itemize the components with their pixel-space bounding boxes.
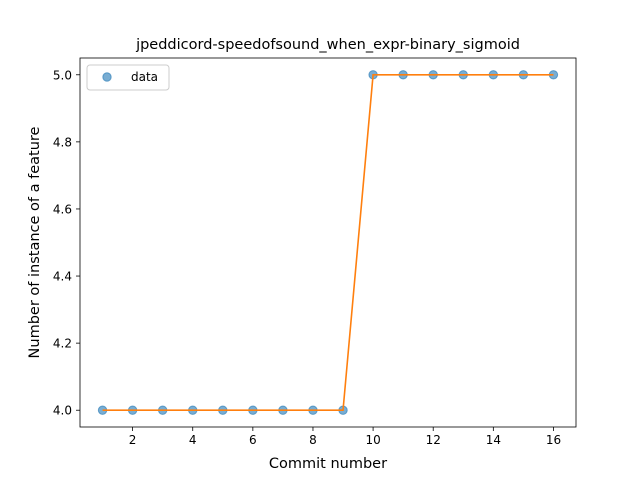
- y-tick-label: 5.0: [53, 68, 72, 82]
- plot-frame: [79, 57, 577, 428]
- x-tick-label: 10: [365, 433, 380, 447]
- x-tick-label: 6: [249, 433, 257, 447]
- plot-area: [80, 58, 576, 427]
- x-tick-label: 16: [546, 433, 561, 447]
- y-tick-label: 4.8: [53, 135, 72, 149]
- y-tick-label: 4.4: [53, 270, 72, 284]
- x-tick-label: 8: [309, 433, 317, 447]
- legend: data: [86, 64, 170, 91]
- legend-marker-data: [102, 72, 112, 82]
- y-tick-label: 4.2: [53, 337, 72, 351]
- legend-box: [86, 64, 170, 91]
- y-tick-label: 4.0: [53, 404, 72, 418]
- x-tick-label: 14: [486, 433, 501, 447]
- chart-title: jpeddicord-speedofsound_when_expr-binary…: [135, 37, 520, 53]
- x-axis-ticks: 2 4 6 8 10 12 14 16: [129, 427, 561, 447]
- x-tick-label: 2: [129, 433, 137, 447]
- series-layer: [97, 70, 559, 415]
- y-tick-label: 4.6: [53, 202, 72, 216]
- legend-label-data: data: [131, 70, 158, 84]
- x-tick-label: 4: [189, 433, 197, 447]
- fit-line: [102, 73, 554, 412]
- y-axis-title: Number of instance of a feature: [27, 126, 43, 358]
- x-tick-label: 12: [426, 433, 441, 447]
- y-axis-ticks: 4.0 4.2 4.4 4.6 4.8 5.0: [53, 68, 80, 418]
- x-axis-title: Commit number: [269, 456, 387, 472]
